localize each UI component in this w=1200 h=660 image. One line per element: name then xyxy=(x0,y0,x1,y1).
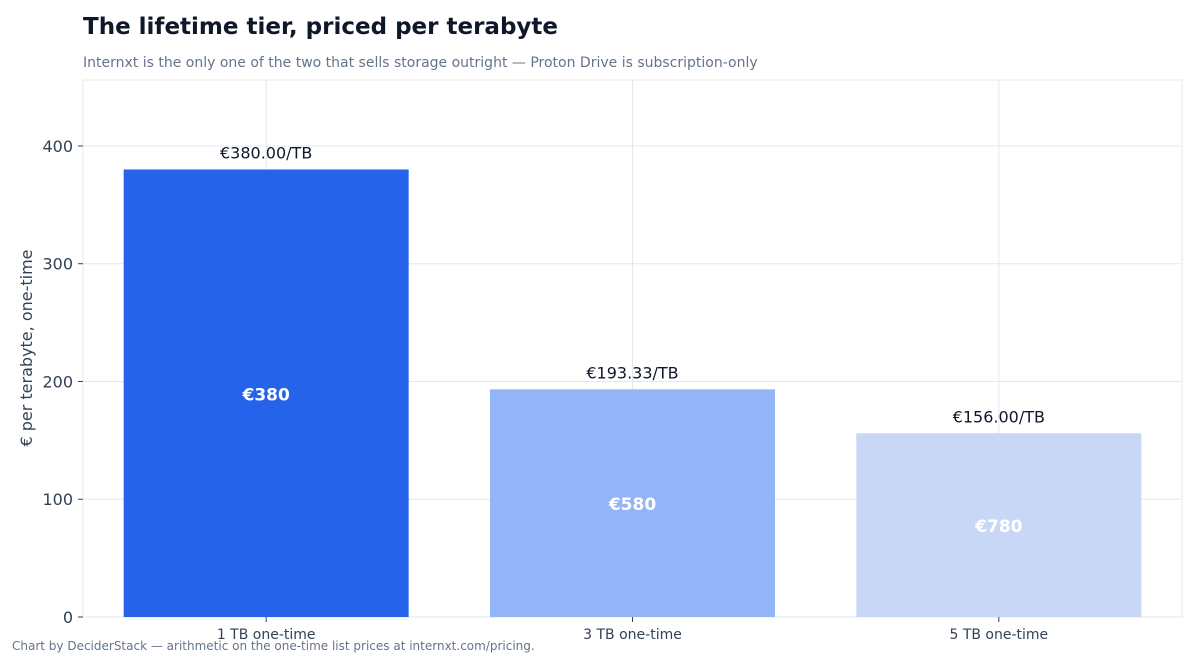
labels-layer: €380.00/TB €380 €193.33/TB €580 €156.00/TB €7… xyxy=(220,144,1045,538)
bar-value-label: €193.33/TB xyxy=(586,363,678,382)
bar xyxy=(856,433,1142,617)
y-tick-label: 100 xyxy=(42,490,73,509)
x-tick-label: 3 TB one-time xyxy=(583,627,682,643)
bar-inner-label: €380 xyxy=(242,385,290,405)
x-tick-label: 5 TB one-time xyxy=(949,627,1048,643)
y-axis-label: € per terabyte, one-time xyxy=(17,249,36,446)
y-tick-label: 300 xyxy=(42,255,73,274)
y-tick-label: 400 xyxy=(42,137,73,156)
y-tick-label: 0 xyxy=(63,608,73,627)
chart-subtitle: Internxt is the only one of the two that… xyxy=(83,55,758,71)
bars-layer xyxy=(123,169,1142,617)
bar-value-label: €380.00/TB xyxy=(220,144,312,163)
bar-value-label: €156.00/TB xyxy=(953,407,1045,426)
y-tick-label: 200 xyxy=(42,372,73,391)
bar-inner-label: €780 xyxy=(974,517,1022,537)
x-tick-label: 1 TB one-time xyxy=(217,627,316,643)
chart-title: The lifetime tier, priced per terabyte xyxy=(83,14,558,40)
bar xyxy=(123,169,409,617)
bar-inner-label: €580 xyxy=(608,495,656,515)
axis-layer: 0 100 200 300 400 1 TB one-time 3 TB one-time 5… xyxy=(42,137,1048,643)
footer-note: Chart by DeciderStack — arithmetic on th… xyxy=(12,639,535,653)
bar xyxy=(490,389,775,617)
